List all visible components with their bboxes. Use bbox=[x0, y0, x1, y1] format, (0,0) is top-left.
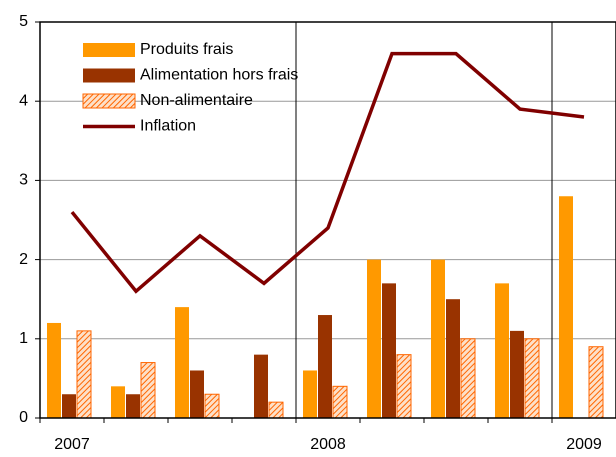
bar bbox=[382, 283, 396, 418]
bar bbox=[268, 401, 284, 419]
y-tick-label: 0 bbox=[19, 409, 28, 426]
legend-swatch bbox=[83, 43, 135, 57]
bar bbox=[76, 330, 92, 419]
bar bbox=[510, 330, 524, 418]
bar bbox=[396, 354, 412, 419]
bar bbox=[62, 394, 76, 418]
bar bbox=[559, 196, 573, 418]
y-tick-label: 4 bbox=[19, 92, 28, 109]
legend-label: Non-alimentaire bbox=[140, 92, 253, 109]
y-tick-label: 5 bbox=[19, 13, 28, 30]
legend-label: Alimentation hors frais bbox=[140, 67, 298, 84]
bar bbox=[495, 283, 509, 418]
bar bbox=[140, 362, 156, 419]
line bbox=[70, 51, 585, 294]
bar bbox=[175, 307, 189, 418]
legend-label: Inflation bbox=[140, 118, 196, 135]
bar bbox=[190, 370, 204, 418]
bar bbox=[460, 338, 476, 419]
plot-frame bbox=[39, 21, 616, 419]
bar bbox=[126, 394, 140, 418]
bar bbox=[588, 346, 604, 419]
bar bbox=[254, 354, 268, 418]
y-tick-label: 2 bbox=[19, 251, 28, 268]
legend-label: Produits frais bbox=[140, 41, 233, 58]
bar bbox=[47, 322, 61, 418]
bar bbox=[303, 370, 317, 418]
bar bbox=[111, 386, 125, 418]
legend-swatch bbox=[83, 68, 135, 83]
bar bbox=[431, 259, 445, 418]
x-tick-label: 2007 bbox=[54, 436, 90, 453]
bar bbox=[446, 299, 460, 418]
y-tick-label: 3 bbox=[19, 172, 28, 189]
y-tick-label: 1 bbox=[19, 330, 28, 347]
x-tick-label: 2008 bbox=[310, 436, 346, 453]
bar bbox=[367, 259, 381, 418]
bar bbox=[204, 393, 220, 419]
bar bbox=[332, 385, 348, 419]
x-tick-label: 2009 bbox=[566, 436, 602, 453]
legend-swatch bbox=[82, 93, 136, 109]
bar bbox=[318, 315, 332, 418]
bar bbox=[524, 338, 540, 419]
